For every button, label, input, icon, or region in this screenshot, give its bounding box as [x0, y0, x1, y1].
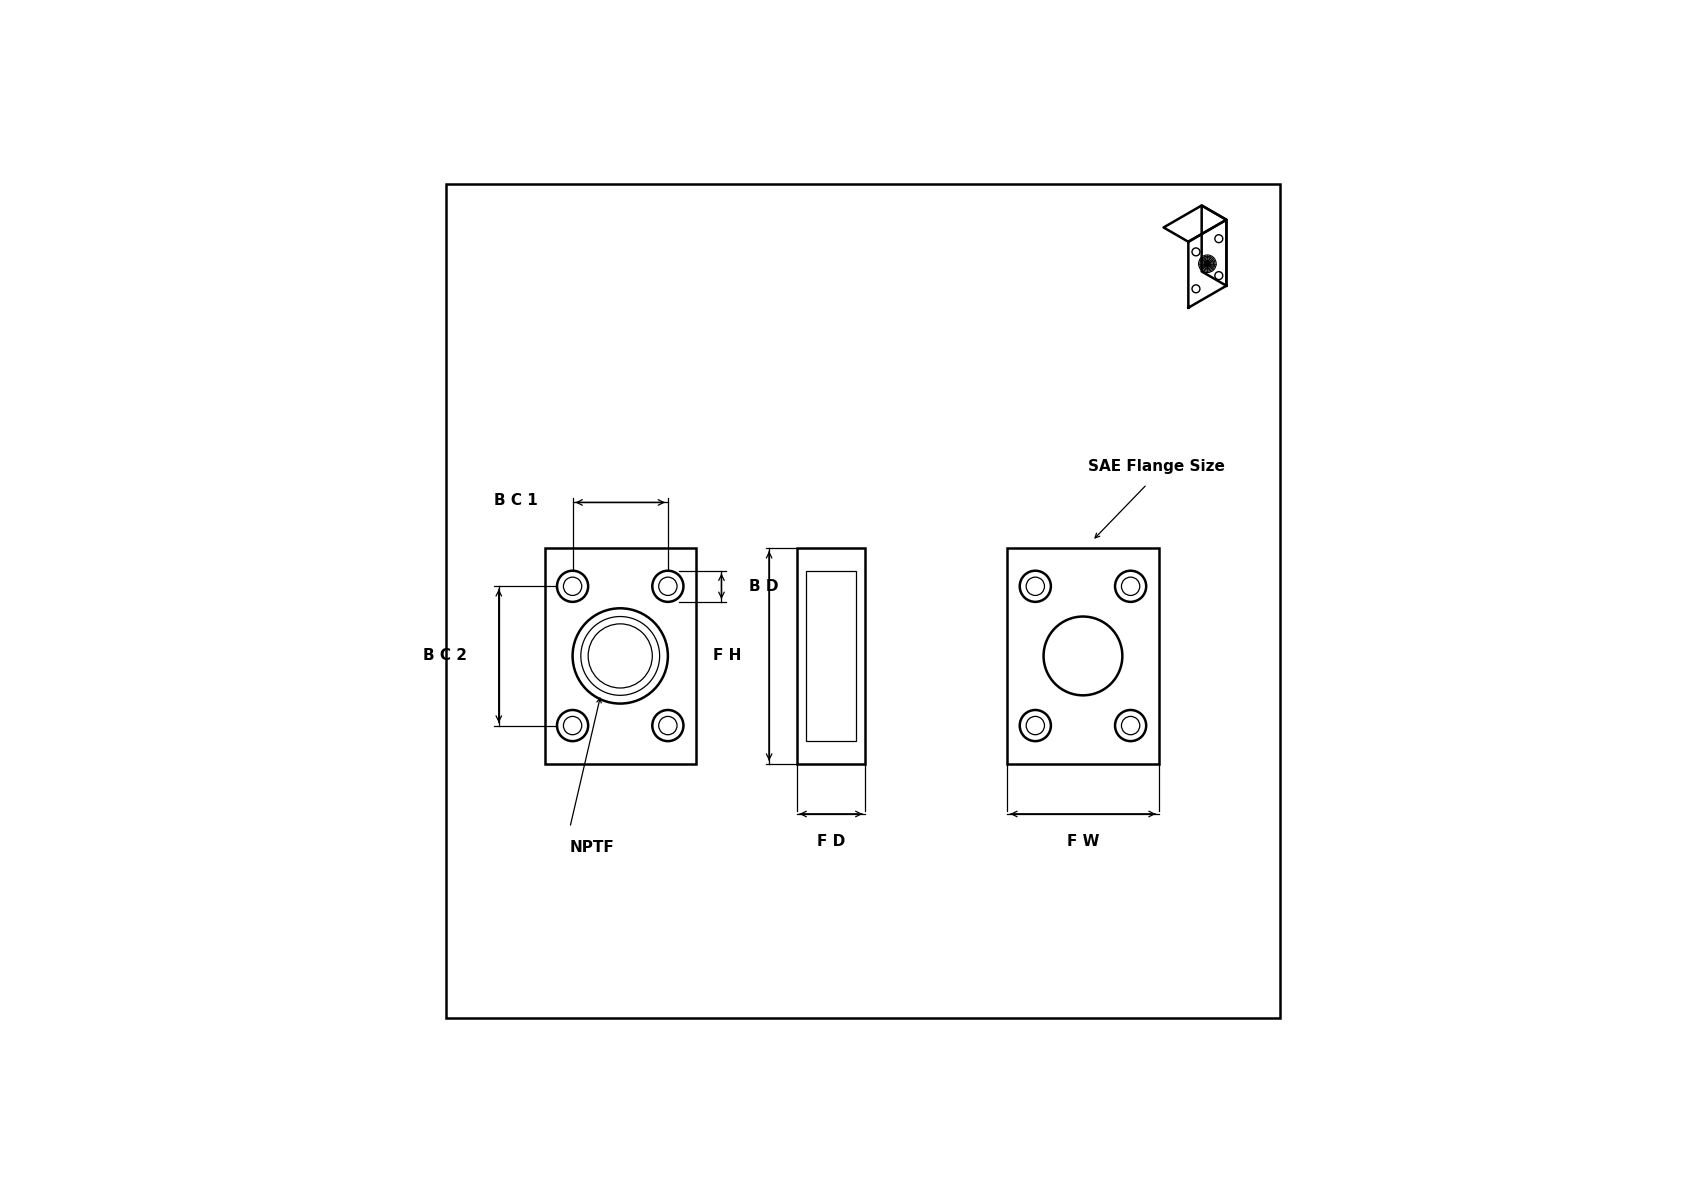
Circle shape	[1204, 261, 1211, 268]
Text: F D: F D	[817, 834, 845, 850]
Bar	[1007, 549, 1159, 764]
Text: B C 2: B C 2	[423, 649, 466, 664]
Text: F H: F H	[714, 649, 741, 664]
Circle shape	[1206, 262, 1209, 265]
Bar	[797, 549, 866, 764]
Text: SAE Flange Size: SAE Flange Size	[1088, 459, 1224, 474]
Text: F W: F W	[1066, 834, 1100, 850]
Text: NPTF: NPTF	[569, 840, 615, 854]
Text: B D: B D	[749, 578, 778, 594]
Bar	[805, 571, 855, 740]
Text: B C 1: B C 1	[493, 493, 537, 508]
Bar	[544, 549, 695, 764]
